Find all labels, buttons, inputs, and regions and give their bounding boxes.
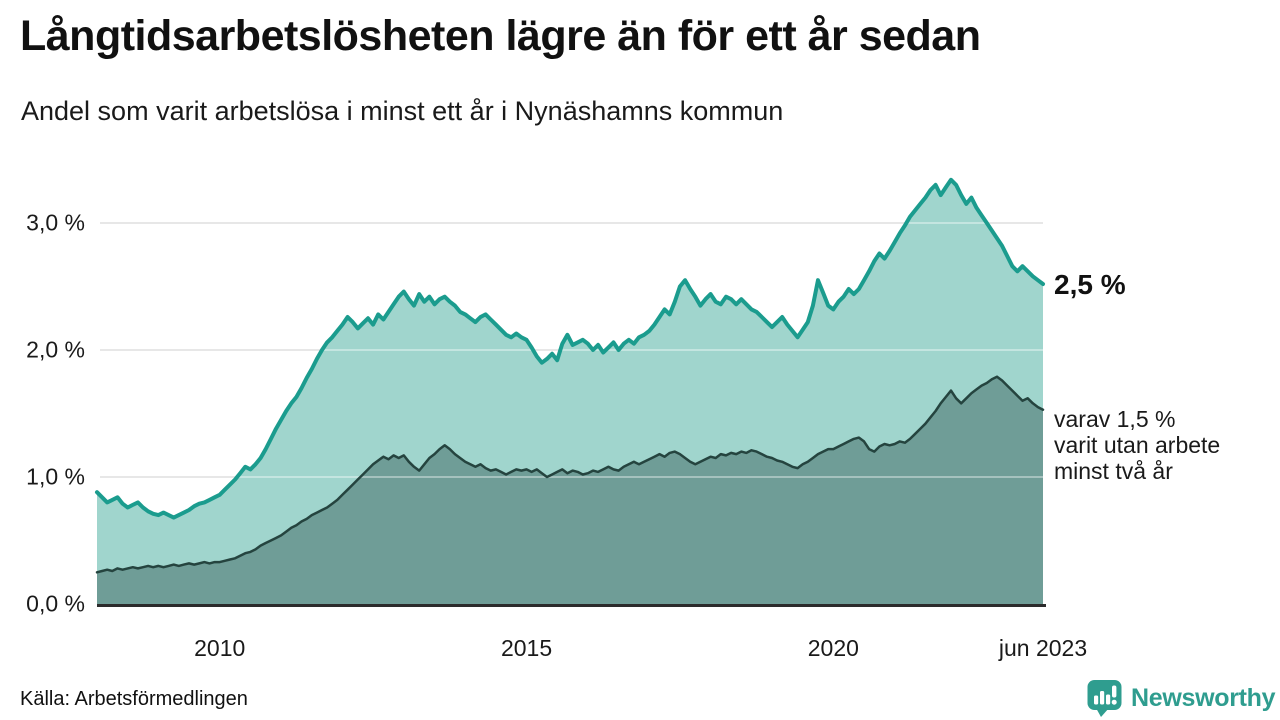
area-two-years [97, 376, 1043, 604]
line-one-year [95, 177, 1045, 520]
x-tick-label: 2020 [807, 635, 859, 661]
end-value-label-one-year: 2,5 % [1054, 269, 1126, 300]
x-tick-label: 2010 [194, 635, 246, 661]
newsworthy-logo: Newsworthy [1086, 679, 1276, 717]
y-tick-label: 3,0 % [26, 209, 85, 236]
bar-chart-speech-bubble-icon [1087, 680, 1122, 717]
x-tick-label: jun 2023 [998, 635, 1088, 661]
y-tick-label: 2,0 % [26, 336, 85, 363]
source-label: Källa: Arbetsförmedlingen [20, 688, 248, 710]
end-value-label-two-years: varav 1,5 % varit utan arbete minst två … [1054, 406, 1221, 484]
y-tick-label: 1,0 % [26, 463, 85, 490]
page-subtitle: Andel som varit arbetslösa i minst ett å… [21, 96, 784, 126]
page-title: Långtidsarbetslösheten lägre än för ett … [20, 12, 981, 60]
x-tick-label: 2015 [500, 635, 553, 661]
newsworthy-wordmark: Newsworthy [1131, 683, 1276, 712]
line-two-years [95, 375, 1045, 574]
y-tick-label: 0,0 % [26, 590, 85, 617]
